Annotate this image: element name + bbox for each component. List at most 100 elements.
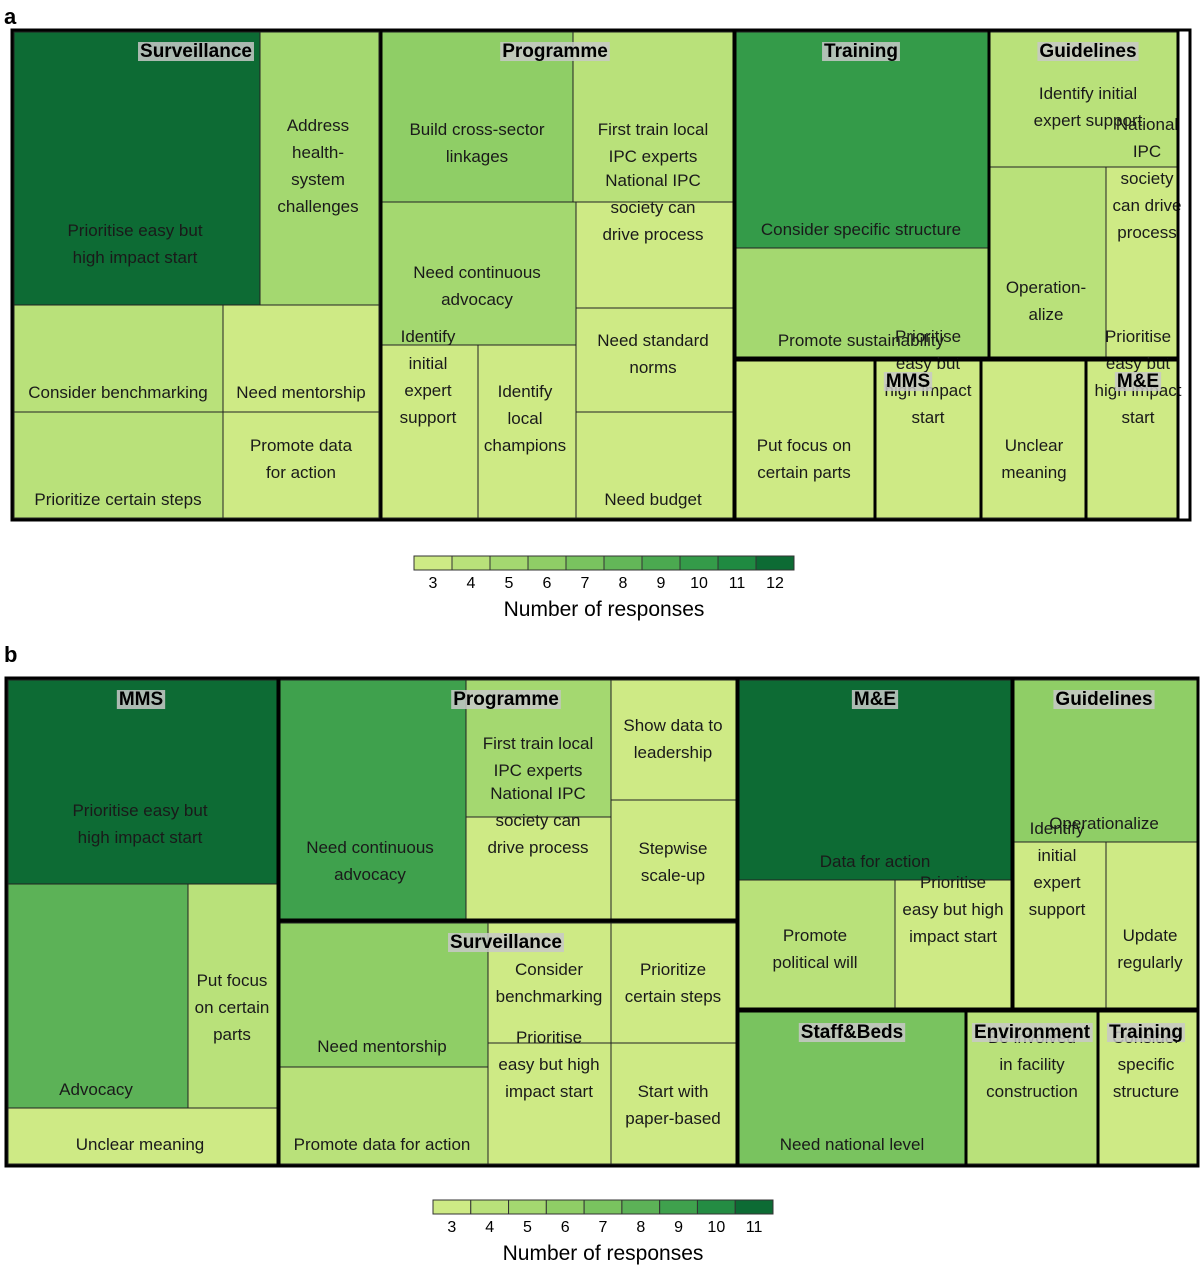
- group-label-background: [1107, 1023, 1185, 1043]
- treemap-group: Need mentorship Promote data for action Co…: [277, 919, 739, 1168]
- legend-tick-label: 5: [523, 1219, 532, 1236]
- legend-swatch: [489, 555, 529, 571]
- legend-title: Number of responses: [504, 598, 705, 621]
- group-label: MMS: [119, 689, 163, 710]
- treemap-frame: [4, 676, 1200, 1168]
- treemap-cell: [487, 1042, 612, 1165]
- cell-label: Advocacy: [59, 1080, 133, 1099]
- legend-tick-label: 6: [543, 575, 552, 592]
- treemap-group: Unclear meaning: [979, 358, 1088, 522]
- group-label-background: [798, 1023, 906, 1043]
- cell-label: Prioritise easy but high impact start: [902, 873, 1003, 946]
- legend-swatch: [583, 1199, 623, 1215]
- treemap-group: ConsiderspecificstructureTraining: [1096, 1009, 1200, 1168]
- legend-tick-label: 3: [429, 575, 438, 592]
- cell-label: Need mentorship: [317, 1037, 446, 1056]
- legend-tick-label: 10: [690, 575, 708, 592]
- group-label: Guidelines: [1039, 41, 1136, 62]
- legend-swatch: [451, 555, 491, 571]
- group-label-background: [1114, 372, 1162, 392]
- cell-label: Promote data for action: [294, 1135, 471, 1154]
- cell-label: Update regularly: [1117, 926, 1183, 972]
- group-label: Training: [1109, 1022, 1183, 1043]
- legend-tick-label: 8: [636, 1219, 645, 1236]
- group-label-background: [1053, 690, 1155, 710]
- treemap-cell: [735, 360, 876, 519]
- treemap-cell: [734, 31, 989, 249]
- cell-label: Prioritize certain steps: [625, 960, 721, 1006]
- cell-label: Stepwise scale-up: [639, 839, 708, 885]
- treemap-cell: [610, 799, 737, 921]
- legend-swatch: [755, 555, 795, 571]
- legend-title: Number of responses: [503, 1242, 704, 1265]
- cell-label: Need national level: [780, 1135, 925, 1154]
- treemap-cell: [610, 922, 737, 1044]
- treemap-group: Need continuous advocacy First train local…: [277, 676, 739, 922]
- treemap-group: Prioritise easy but high impact start Addr…: [10, 28, 383, 522]
- group-label: Guidelines: [1055, 689, 1152, 710]
- cell-label: Promote data for action: [250, 436, 353, 482]
- legend-swatch: [717, 555, 757, 571]
- treemap-cell: [575, 201, 735, 309]
- legend-swatch: [621, 1199, 661, 1215]
- cell-label: Need continuous advocacy: [413, 263, 541, 309]
- treemap-cell: [1105, 166, 1178, 359]
- legend-swatch: [659, 1199, 698, 1215]
- cell-label: Prioritize certain steps: [34, 490, 201, 509]
- legend-swatch: [527, 555, 567, 571]
- cell-label: Identify initial expert support: [1029, 819, 1086, 919]
- treemap-cell: [380, 344, 479, 519]
- legend-swatch: [565, 555, 605, 571]
- cell-label: Need budget: [604, 490, 702, 509]
- treemap-cell: [7, 679, 278, 885]
- treemap-panel-a: a Prioritise easy but high impact start Add…: [4, 4, 1192, 621]
- legend-swatch: [432, 1199, 472, 1215]
- treemap-cell: [610, 1042, 737, 1165]
- treemap-group: Put focus on certain parts: [733, 358, 877, 522]
- cell-label: Need continuous advocacy: [306, 838, 434, 884]
- legend-swatch: [603, 555, 643, 571]
- treemap-cell: [738, 879, 896, 1009]
- group-label: Training: [824, 41, 898, 62]
- cell-label: First train local IPC experts: [483, 734, 594, 780]
- cell-label: Promote sustainability: [778, 331, 945, 350]
- cell-label: Put focus on certain parts: [195, 971, 270, 1044]
- legend-tick-label: 4: [467, 575, 476, 592]
- legend-swatch: [696, 1199, 736, 1215]
- treemap-cell: [259, 31, 380, 306]
- treemap-cell: [477, 344, 577, 519]
- cell-label: Start with paper-based: [625, 1082, 720, 1128]
- legend-tick-label: 10: [707, 1219, 725, 1236]
- treemap-group: Prioritise easy but high impact start Advo…: [4, 676, 280, 1168]
- group-label: Programme: [502, 41, 608, 62]
- treemap-group: Data for action Promote political will Prio…: [736, 676, 1014, 1011]
- treemap-cell: [894, 879, 1012, 1009]
- group-label-background: [1037, 42, 1139, 62]
- group-label: Staff&Beds: [801, 1022, 903, 1043]
- treemap-cell: [1105, 841, 1198, 1009]
- group-label: MMS: [886, 371, 930, 392]
- cell-label: Unclear meaning: [1001, 436, 1066, 482]
- treemap-group: Identify initial expert support Operation-…: [987, 28, 1181, 360]
- group-label-background: [500, 42, 610, 62]
- legend-swatch: [734, 1199, 774, 1215]
- legend-tick-label: 5: [505, 575, 514, 592]
- group-label-background: [883, 372, 933, 392]
- cell-label: Prioritise easy but high impact start: [67, 221, 202, 267]
- cell-label: Need standard norms: [597, 331, 709, 377]
- cell-label: Address health-system challenges: [277, 116, 358, 216]
- treemap-cell: [13, 304, 224, 413]
- legend-tick-label: 11: [746, 1219, 763, 1236]
- cell-label: Identify local champions: [484, 382, 566, 455]
- legend-swatch: [508, 1199, 547, 1215]
- treemap-panel-b: b Prioritise easy but high impact start Adv…: [4, 642, 1200, 1265]
- group-label-background: [971, 1023, 1093, 1043]
- treemap-cell: [187, 883, 278, 1109]
- cell-label: Show data to leadership: [623, 716, 722, 762]
- group-label: M&E: [1117, 371, 1159, 392]
- group-label-background: [448, 933, 564, 953]
- treemap-cell: [734, 247, 989, 359]
- legend-tick-label: 7: [581, 575, 590, 592]
